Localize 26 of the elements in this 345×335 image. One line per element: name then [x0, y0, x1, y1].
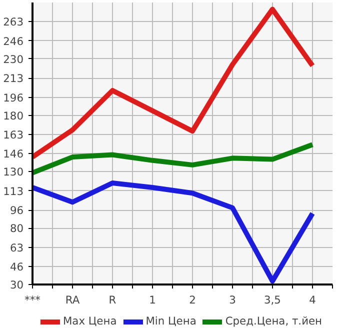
- y-tick-label: 196: [3, 91, 24, 104]
- y-tick-label: 80: [10, 222, 24, 236]
- y-tick-label: 113: [3, 184, 24, 198]
- y-tick-label: 213: [3, 72, 24, 86]
- legend-label: Min Цена: [146, 314, 196, 328]
- legend-label: Max Цена: [62, 314, 117, 328]
- x-tick-label: RA: [65, 294, 80, 306]
- y-tick-label: 146: [3, 148, 24, 161]
- x-tick-label: 1: [149, 294, 156, 306]
- legend-label: Сред.Цена, т.йен: [225, 314, 322, 328]
- y-tick-label: 230: [3, 52, 24, 66]
- y-tick-label: 180: [3, 109, 24, 122]
- y-tick-label: 130: [3, 166, 24, 179]
- x-tick-label: ***: [24, 294, 42, 306]
- y-tick-label: 30: [10, 278, 24, 292]
- y-tick-label: 96: [10, 204, 24, 218]
- y-tick-label: 246: [3, 34, 24, 48]
- x-tick-label: 3,5: [264, 294, 281, 306]
- y-tick-label: 46: [10, 260, 24, 274]
- x-tick-label: 4: [309, 294, 316, 306]
- x-tick-label: R: [108, 294, 117, 306]
- y-tick-label: 63: [10, 241, 24, 254]
- y-tick-label: 263: [3, 16, 24, 29]
- x-tick-label: 2: [189, 294, 196, 306]
- y-tick-label: 163: [3, 128, 24, 142]
- x-tick-label: 3: [229, 294, 236, 306]
